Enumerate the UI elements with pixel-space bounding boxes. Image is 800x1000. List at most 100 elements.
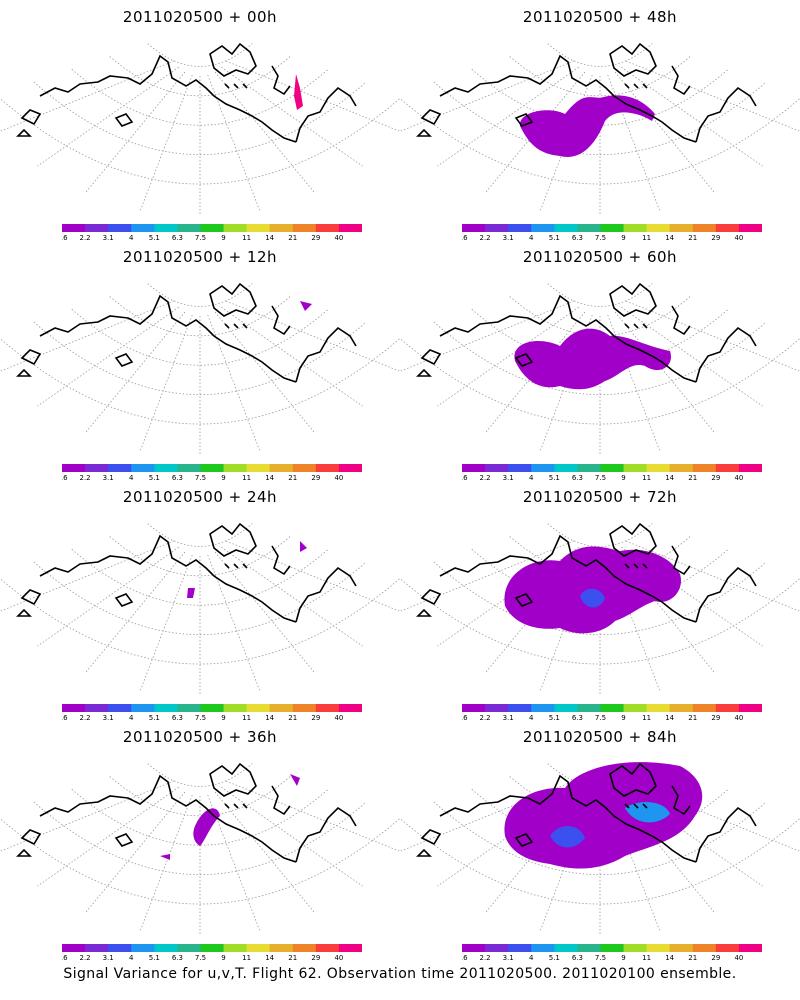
colorbar-swatch <box>108 704 132 712</box>
colorbar-label: 11 <box>642 474 651 480</box>
variance-contour <box>504 762 703 869</box>
colorbar-swatch <box>246 464 271 472</box>
colorbar-swatch <box>600 944 625 952</box>
colorbar-swatch <box>338 944 362 952</box>
colorbar-swatch <box>269 704 294 712</box>
colorbar-swatch <box>85 224 109 232</box>
colorbar-label: 21 <box>688 474 697 480</box>
polar-map <box>400 762 800 936</box>
forecast-panel-24h: 2011020500 + 24h 1.6 2.2 3.1 4 5.1 6.3 7.5 9 11 14… <box>0 480 400 720</box>
colorbar-label: 7.5 <box>195 954 206 960</box>
colorbar-swatch <box>223 224 248 232</box>
colorbar-label: 40 <box>334 714 343 720</box>
colorbar-label: 5.1 <box>549 714 560 720</box>
forecast-panel-84h: 2011020500 + 84h 1.6 2.2 3.1 4 5.1 6.3 7.5 9 11 14… <box>400 720 800 960</box>
colorbar-swatch <box>177 464 201 472</box>
colorbar-swatch <box>554 224 578 232</box>
colorbar-swatch <box>338 464 362 472</box>
panel-title: 2011020500 + 12h <box>122 248 278 266</box>
colorbar-label: 9 <box>221 714 225 720</box>
colorbar-label: 14 <box>265 954 274 960</box>
colorbar-label: 2.2 <box>480 234 491 240</box>
colorbar-label: 7.5 <box>195 474 206 480</box>
colorbar-label: 14 <box>265 714 274 720</box>
graticule <box>400 43 800 216</box>
colorbar-swatch <box>646 944 671 952</box>
colorbar-label: 3.1 <box>503 234 514 240</box>
colorbar-swatch <box>738 464 762 472</box>
graticule <box>0 43 400 216</box>
colorbar-label: 2.2 <box>480 474 491 480</box>
coastline <box>16 42 357 143</box>
coastline <box>416 522 757 623</box>
colorbar-label: 4 <box>129 714 134 720</box>
forecast-panel-60h: 2011020500 + 60h 1.6 2.2 3.1 4 5.1 6.3 7.5 9 11 14… <box>400 240 800 480</box>
polar-map <box>400 42 800 216</box>
colorbar-swatch <box>715 224 740 232</box>
colorbar-swatch <box>246 704 271 712</box>
colorbar-label: 7.5 <box>595 474 606 480</box>
polar-map <box>0 42 400 216</box>
colorbar-swatch <box>577 704 601 712</box>
colorbar-swatch <box>462 224 486 232</box>
colorbar-swatch <box>177 224 201 232</box>
colorbar-swatch <box>692 224 717 232</box>
colorbar-label: 2.2 <box>480 714 491 720</box>
colorbar-swatch <box>508 464 532 472</box>
colorbar-swatch <box>485 944 509 952</box>
colorbar-swatch <box>577 464 601 472</box>
colorbar-label: 7.5 <box>195 714 206 720</box>
colorbar-label: 9 <box>621 474 625 480</box>
colorbar-swatch <box>200 224 225 232</box>
panel-title: 2011020500 + 60h <box>522 248 678 266</box>
colorbar: 1.6 2.2 3.1 4 5.1 6.3 7.5 9 11 14 21 29 40 <box>462 224 762 240</box>
colorbar-swatch <box>508 704 532 712</box>
colorbar-swatch <box>200 464 225 472</box>
colorbar-label: 3.1 <box>103 474 114 480</box>
colorbar-label: 29 <box>711 234 720 240</box>
colorbar-swatch <box>508 944 532 952</box>
colorbar-swatch <box>692 944 717 952</box>
colorbar-swatch <box>223 704 248 712</box>
colorbar-swatch <box>200 704 225 712</box>
colorbar-label: 29 <box>311 714 320 720</box>
colorbar: 1.6 2.2 3.1 4 5.1 6.3 7.5 9 11 14 21 29 40 <box>62 224 362 240</box>
graticule <box>0 523 400 696</box>
colorbar-label: 11 <box>242 714 251 720</box>
colorbar-label: 1.6 <box>62 474 68 480</box>
colorbar-swatch <box>623 464 648 472</box>
colorbar-label: 9 <box>221 474 225 480</box>
colorbar-label: 21 <box>288 474 297 480</box>
colorbar-label: 29 <box>711 954 720 960</box>
colorbar-swatch <box>131 704 155 712</box>
panel-title: 2011020500 + 48h <box>522 8 678 26</box>
colorbar-swatch <box>108 224 132 232</box>
colorbar-label: 6.3 <box>172 234 183 240</box>
colorbar-swatch <box>600 464 625 472</box>
colorbar-label: 2.2 <box>80 714 91 720</box>
colorbar-label: 40 <box>334 954 343 960</box>
colorbar-swatch <box>669 224 694 232</box>
colorbar-label: 4 <box>129 954 134 960</box>
colorbar-swatch <box>669 704 694 712</box>
colorbar-swatch <box>292 464 317 472</box>
colorbar-swatch <box>315 464 340 472</box>
colorbar-swatch <box>462 464 486 472</box>
colorbar-swatch <box>338 224 362 232</box>
colorbar-swatch <box>200 944 225 952</box>
colorbar-label: 29 <box>311 954 320 960</box>
colorbar-label: 2.2 <box>80 474 91 480</box>
colorbar-label: 3.1 <box>103 714 114 720</box>
colorbar-swatch <box>246 944 271 952</box>
graticule <box>0 283 400 456</box>
colorbar-label: 7.5 <box>595 714 606 720</box>
colorbar-label: 1.6 <box>462 954 468 960</box>
figure-caption: Signal Variance for u,v,T. Flight 62. Ob… <box>63 966 737 982</box>
coastline <box>16 522 357 623</box>
colorbar-label: 4 <box>529 954 534 960</box>
colorbar-swatch <box>269 464 294 472</box>
variance-contour <box>300 541 307 552</box>
colorbar-swatch <box>715 464 740 472</box>
colorbar-swatch <box>531 704 555 712</box>
colorbar-swatch <box>462 704 486 712</box>
